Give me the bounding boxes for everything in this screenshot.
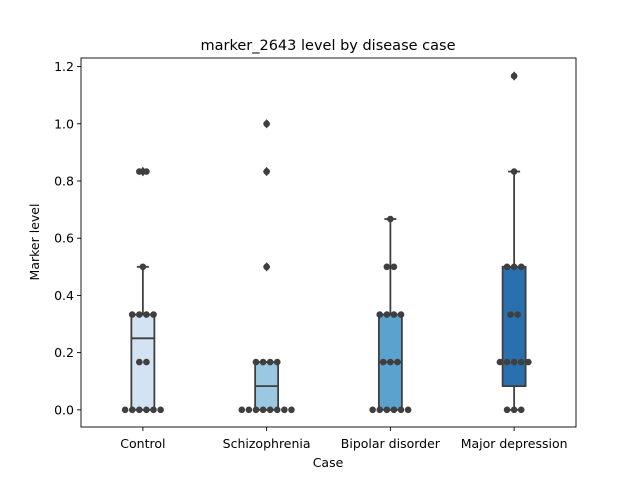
data-point xyxy=(139,263,147,271)
data-point xyxy=(397,406,405,414)
data-point xyxy=(390,263,398,271)
y-tick-label: 1.0 xyxy=(54,116,74,131)
data-point xyxy=(263,263,270,271)
data-point xyxy=(376,311,384,318)
y-axis: 0.0 0.2 0.4 0.6 0.8 1.0 1.2 xyxy=(54,59,81,417)
data-point xyxy=(369,406,376,414)
data-point xyxy=(510,406,518,414)
data-point xyxy=(390,406,398,414)
data-point xyxy=(376,406,384,414)
swarm-group xyxy=(496,72,532,414)
data-point xyxy=(514,311,521,318)
x-tick-label: Major depression xyxy=(461,436,568,451)
data-point xyxy=(128,406,136,414)
data-point xyxy=(404,406,412,414)
swarm-group xyxy=(238,120,295,414)
x-axis-label: Case xyxy=(313,455,344,470)
data-point xyxy=(510,358,518,366)
data-point xyxy=(136,406,143,414)
data-point xyxy=(263,168,270,175)
data-point xyxy=(510,168,518,175)
data-point xyxy=(397,311,405,318)
box-group xyxy=(254,119,280,411)
swarm-group xyxy=(121,168,164,414)
data-point xyxy=(394,358,401,366)
plot-area xyxy=(121,71,532,414)
data-point xyxy=(136,358,143,366)
data-point xyxy=(281,406,288,414)
data-point xyxy=(143,358,150,366)
data-point xyxy=(259,358,267,366)
x-tick-label: Schizophrenia xyxy=(223,436,311,451)
data-point xyxy=(383,311,391,318)
data-point xyxy=(273,406,281,414)
data-point xyxy=(383,263,391,271)
data-point xyxy=(143,168,150,175)
data-point xyxy=(387,358,394,366)
box-group xyxy=(130,166,156,411)
data-point xyxy=(266,358,274,366)
data-point xyxy=(252,406,260,414)
plot-frame xyxy=(80,57,577,428)
data-point xyxy=(496,358,504,366)
box xyxy=(130,313,156,411)
data-point xyxy=(263,120,270,128)
data-point xyxy=(379,358,387,366)
data-point xyxy=(128,311,136,318)
y-tick-label: 0.8 xyxy=(54,174,74,189)
data-point xyxy=(238,406,246,414)
data-point xyxy=(510,72,518,80)
data-point xyxy=(143,311,150,318)
data-point xyxy=(121,406,129,414)
data-point xyxy=(507,311,514,318)
data-point xyxy=(136,168,143,175)
box xyxy=(501,265,527,387)
y-axis-label: Marker level xyxy=(27,204,42,281)
data-point xyxy=(383,406,391,414)
data-point xyxy=(259,406,267,414)
x-tick-label: Control xyxy=(120,436,165,451)
data-point xyxy=(136,311,143,318)
y-tick-label: 1.2 xyxy=(54,59,74,74)
data-point xyxy=(517,263,525,271)
data-point xyxy=(503,263,511,271)
data-point xyxy=(503,358,511,366)
y-tick-label: 0.2 xyxy=(54,345,74,360)
data-point xyxy=(387,215,394,223)
x-tick-label: Bipolar disorder xyxy=(341,436,441,451)
data-point xyxy=(517,358,525,366)
data-point xyxy=(143,406,150,414)
data-point xyxy=(273,358,281,366)
data-point xyxy=(525,358,532,366)
x-axis: Control Schizophrenia Bipolar disorder Majo… xyxy=(120,427,568,451)
data-point xyxy=(150,311,157,318)
data-point xyxy=(252,358,260,366)
data-point xyxy=(510,263,518,271)
y-tick-label: 0.0 xyxy=(54,402,74,417)
y-tick-label: 0.6 xyxy=(54,231,74,246)
y-tick-label: 0.4 xyxy=(54,288,74,303)
data-point xyxy=(157,406,164,414)
data-point xyxy=(150,406,157,414)
data-point xyxy=(390,311,398,318)
swarm-group xyxy=(369,215,412,414)
data-point xyxy=(266,406,274,414)
data-point xyxy=(503,406,511,414)
data-point xyxy=(288,406,295,414)
data-point xyxy=(245,406,253,414)
chart-title: marker_2643 level by disease case xyxy=(201,38,456,54)
data-point xyxy=(517,406,525,414)
